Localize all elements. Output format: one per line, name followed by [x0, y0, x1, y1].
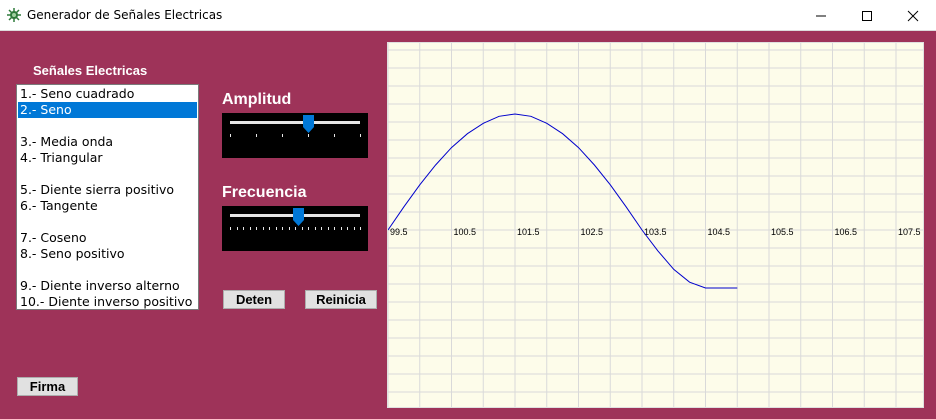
app-icon: [7, 8, 21, 22]
minimize-icon: [816, 15, 826, 16]
signal-list-item[interactable]: 3.- Media onda: [20, 134, 114, 149]
x-tick-label: 105.5: [771, 227, 794, 237]
maximize-icon: [862, 10, 872, 21]
signal-list-item: [18, 262, 197, 278]
amplitude-slider[interactable]: [222, 113, 368, 158]
slider-tick: [308, 134, 309, 137]
slider-tick: [275, 227, 277, 230]
slider-tick: [308, 227, 309, 230]
signal-list-item: [18, 118, 197, 134]
slider-tick: [249, 227, 251, 230]
slider-tick: [334, 227, 335, 230]
x-tick-label: 102.5: [581, 227, 604, 237]
title-bar: Generador de Señales Electricas: [0, 0, 936, 31]
slider-tick: [347, 227, 348, 230]
frequency-label: Frecuencia: [222, 184, 307, 201]
signal-list-item[interactable]: 5.- Diente sierra positivo: [20, 182, 175, 197]
slider-tick: [321, 227, 322, 230]
signal-list-title: Señales Electricas: [33, 63, 148, 78]
maximize-button[interactable]: [844, 0, 890, 31]
window-title: Generador de Señales Electricas: [27, 8, 223, 22]
signal-list-item[interactable]: 10.- Diente inverso positivo: [20, 294, 193, 309]
slider-tick: [288, 227, 290, 230]
slider-tick: [230, 134, 231, 137]
slider-tick: [360, 134, 361, 137]
slider-tick: [360, 227, 361, 230]
stop-button[interactable]: Deten: [223, 290, 285, 309]
slider-tick: [262, 227, 264, 230]
signal-list-item[interactable]: 9.- Diente inverso alterno: [20, 278, 180, 293]
amplitude-slider-track: [230, 121, 360, 124]
slider-tick: [282, 134, 283, 137]
signal-list-item: [18, 214, 197, 230]
slider-tick: [236, 227, 238, 230]
x-tick-label: 103.5: [644, 227, 667, 237]
slider-tick: [327, 227, 329, 230]
signal-list-item[interactable]: 6.- Tangente: [20, 198, 98, 213]
slider-tick: [269, 227, 270, 230]
slider-tick: [295, 227, 296, 230]
slider-tick: [282, 227, 283, 230]
signal-listbox[interactable]: 1.- Seno cuadrado 2.- Seno 3.- Media onda 4…: [16, 84, 199, 310]
signal-list-item[interactable]: 4.- Triangular: [20, 150, 103, 165]
slider-tick: [243, 227, 244, 230]
close-icon: [907, 10, 919, 21]
frequency-slider[interactable]: [222, 206, 368, 251]
frequency-slider-thumb[interactable]: [293, 208, 305, 226]
x-tick-label: 101.5: [517, 227, 540, 237]
slider-tick: [301, 227, 303, 230]
signal-plot-canvas: 99.5 100.5 101.5 102.5 103.5 104.5 105.5 106.5 1…: [388, 43, 923, 407]
slider-tick: [314, 227, 316, 230]
amplitude-slider-thumb[interactable]: [302, 115, 314, 133]
x-tick-label: 106.5: [835, 227, 858, 237]
main-panel: Señales Electricas 1.- Seno cuadrado 2.- …: [0, 31, 936, 419]
x-tick-label: 107.5: [898, 227, 921, 237]
signal-list-item[interactable]: 2.- Seno: [18, 102, 197, 118]
amplitude-label: Amplitud: [222, 91, 292, 108]
signal-list-item[interactable]: 8.- Seno positivo: [20, 246, 125, 261]
signal-plot: 99.5 100.5 101.5 102.5 103.5 104.5 105.5 106.5 1…: [387, 42, 924, 408]
restart-button[interactable]: Reinicia: [305, 290, 377, 309]
slider-tick: [340, 227, 342, 230]
slider-tick: [353, 227, 355, 230]
sign-button[interactable]: Firma: [17, 377, 78, 396]
slider-tick: [230, 227, 231, 230]
x-tick-label: 100.5: [454, 227, 477, 237]
signal-list-item[interactable]: 7.- Coseno: [20, 230, 87, 245]
x-tick-label: 104.5: [708, 227, 731, 237]
close-button[interactable]: [890, 0, 936, 31]
slider-tick: [256, 227, 257, 230]
x-tick-label: 99.5: [390, 227, 408, 237]
slider-tick: [256, 134, 257, 137]
signal-list-item[interactable]: 1.- Seno cuadrado: [20, 86, 135, 101]
signal-list-item: [18, 166, 197, 182]
minimize-button[interactable]: [798, 0, 844, 31]
slider-tick: [334, 134, 335, 137]
signal-trace: [388, 113, 738, 289]
